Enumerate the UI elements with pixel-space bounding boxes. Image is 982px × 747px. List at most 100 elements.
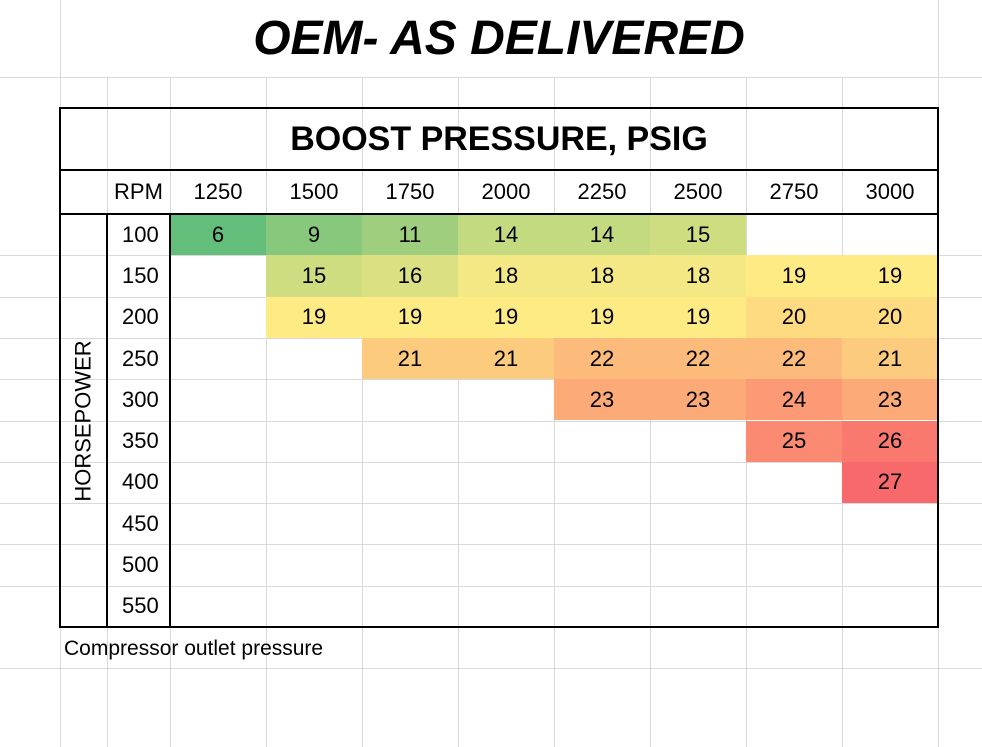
empty-cell <box>362 586 458 627</box>
empty-cell <box>362 462 458 503</box>
row-label: 150 <box>122 262 159 288</box>
data-cell: 21 <box>458 337 554 380</box>
data-cell: 19 <box>458 296 554 338</box>
empty-cell <box>554 462 650 503</box>
empty-cell <box>458 462 554 503</box>
empty-cell <box>170 421 266 462</box>
border <box>60 107 939 109</box>
empty-cell <box>746 214 842 255</box>
empty-cell <box>266 586 362 627</box>
empty-cell <box>170 338 266 379</box>
data-cell: 19 <box>266 296 362 338</box>
empty-cell <box>266 503 362 544</box>
grid-line <box>0 503 982 505</box>
empty-cell <box>170 379 266 420</box>
data-cell: 16 <box>362 255 458 297</box>
row-axis-label: HORSEPOWER <box>60 214 107 627</box>
data-cell: 20 <box>746 296 842 338</box>
border <box>59 107 61 628</box>
data-cell: 24 <box>746 379 842 421</box>
data-cell: 15 <box>650 214 746 256</box>
data-cell: 9 <box>266 214 362 256</box>
data-cell: 19 <box>362 296 458 338</box>
column-header: 2250 <box>577 179 627 204</box>
grid-line <box>458 77 459 747</box>
empty-cell <box>458 421 554 462</box>
empty-cell <box>842 214 938 255</box>
data-cell: 27 <box>842 461 938 504</box>
data-cell: 20 <box>842 296 938 338</box>
border <box>169 214 171 627</box>
column-header: 3000 <box>865 179 915 204</box>
border <box>60 213 939 215</box>
empty-cell <box>650 421 746 462</box>
empty-cell <box>266 421 362 462</box>
column-header: 1500 <box>289 179 339 204</box>
column-header: 1750 <box>385 179 435 204</box>
data-cell: 21 <box>362 337 458 380</box>
data-cell: 23 <box>650 379 746 421</box>
empty-cell <box>554 421 650 462</box>
footnote: Compressor outlet pressure <box>64 637 324 660</box>
empty-cell <box>266 338 362 379</box>
data-cell: 25 <box>746 420 842 462</box>
grid-line <box>0 668 982 669</box>
grid-line <box>0 544 982 546</box>
data-cell: 19 <box>554 296 650 338</box>
row-label: 550 <box>122 593 159 619</box>
empty-cell <box>458 379 554 420</box>
empty-cell <box>170 297 266 338</box>
grid-line <box>0 379 982 381</box>
empty-cell <box>170 586 266 627</box>
empty-cell <box>266 379 362 420</box>
title: OEM- AS DELIVERED <box>253 12 745 65</box>
data-cell: 19 <box>650 296 746 338</box>
empty-cell <box>842 503 938 544</box>
border <box>60 626 939 628</box>
grid-line <box>266 77 267 747</box>
corner-label: RPM <box>114 179 163 204</box>
empty-cell <box>554 586 650 627</box>
data-cell: 26 <box>842 420 938 462</box>
empty-cell <box>842 586 938 627</box>
table-header: BOOST PRESSURE, PSIG <box>290 119 708 158</box>
empty-cell <box>746 462 842 503</box>
data-cell: 22 <box>746 337 842 380</box>
data-cell: 18 <box>458 255 554 297</box>
data-cell: 18 <box>650 255 746 297</box>
column-header: 2000 <box>481 179 531 204</box>
data-cell: 21 <box>842 337 938 380</box>
data-cell: 15 <box>266 255 362 297</box>
data-cell: 19 <box>746 255 842 297</box>
row-axis-text: HORSEPOWER <box>70 339 96 502</box>
border <box>937 107 939 628</box>
empty-cell <box>650 544 746 585</box>
data-cell: 22 <box>554 337 650 380</box>
grid-line <box>362 77 363 747</box>
data-cell: 22 <box>650 337 746 380</box>
column-header: 1250 <box>193 179 243 204</box>
empty-cell <box>266 462 362 503</box>
row-label: 250 <box>122 345 159 371</box>
border <box>60 169 939 171</box>
data-cell: 23 <box>554 379 650 421</box>
data-cell: 6 <box>170 214 266 256</box>
column-header: 2500 <box>673 179 723 204</box>
empty-cell <box>554 503 650 544</box>
empty-cell <box>362 503 458 544</box>
empty-cell <box>458 586 554 627</box>
empty-cell <box>458 503 554 544</box>
data-cell: 14 <box>554 214 650 256</box>
grid-line <box>0 585 982 587</box>
row-label: 400 <box>122 469 159 495</box>
row-label: 300 <box>122 386 159 412</box>
row-label: 450 <box>122 510 159 536</box>
row-label: 200 <box>122 304 159 330</box>
empty-cell <box>842 544 938 585</box>
empty-cell <box>746 503 842 544</box>
empty-cell <box>170 462 266 503</box>
data-cell: 14 <box>458 214 554 256</box>
row-label: 500 <box>122 552 159 578</box>
empty-cell <box>650 503 746 544</box>
